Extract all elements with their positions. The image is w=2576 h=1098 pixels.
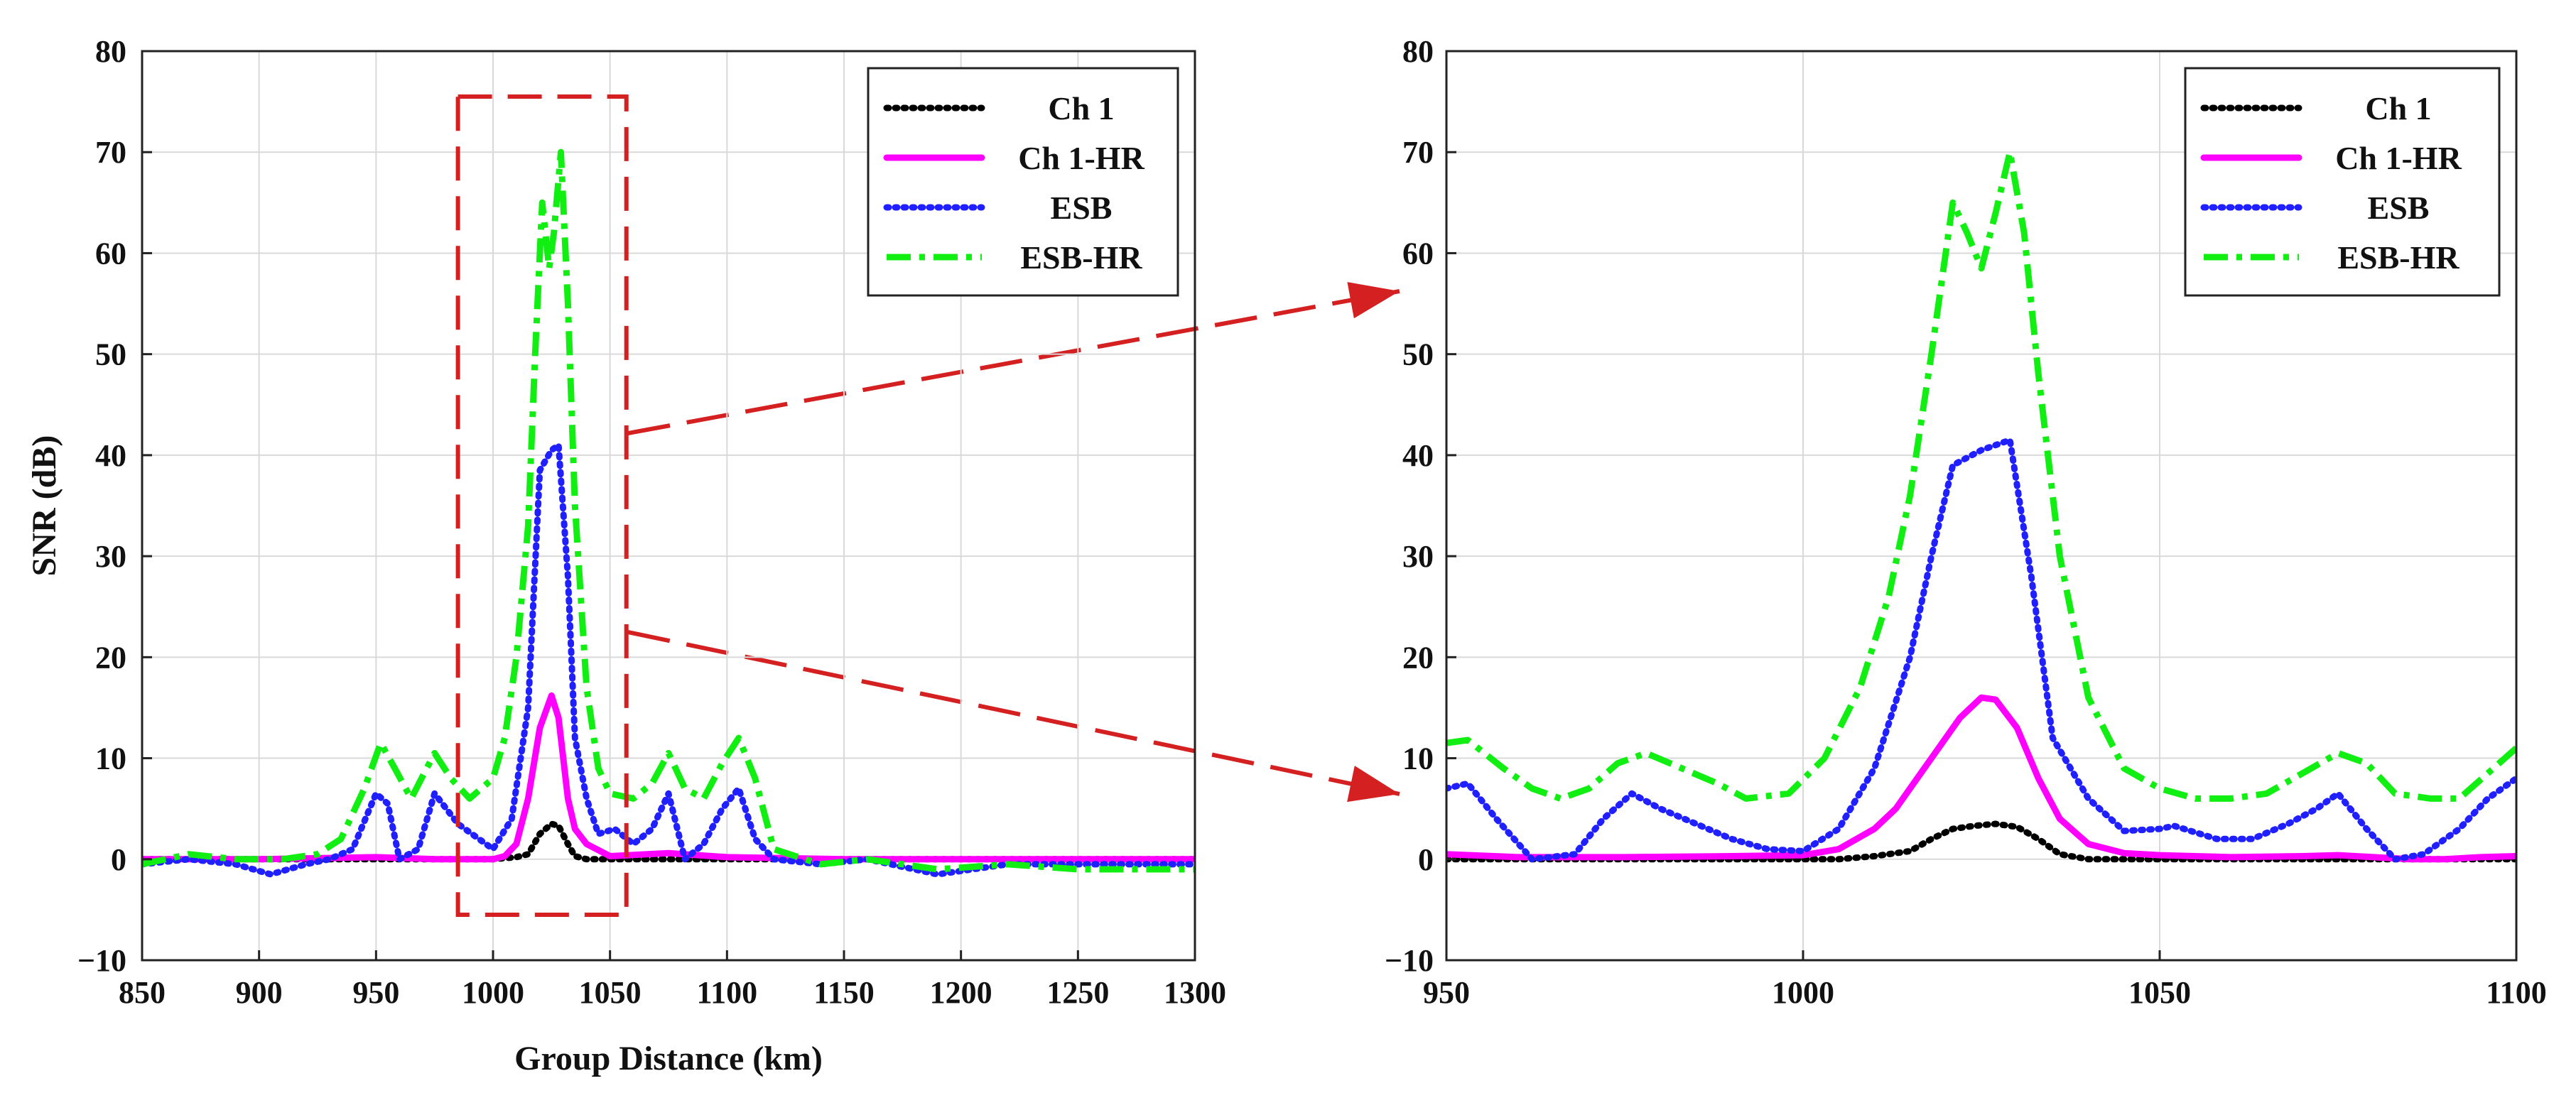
series-line-esb-hr [142,148,1195,873]
legend-label: Ch 1-HR [2335,140,2462,176]
x-tick-label: 900 [236,975,283,1010]
y-tick-label: 0 [111,842,126,877]
legend-label: Ch 1 [2365,90,2431,126]
x-tick-label: 1300 [1164,975,1226,1010]
legend-label: ESB-HR [1020,239,1142,276]
x-tick-label: 1050 [579,975,642,1010]
zoom-arrow-line [627,289,1400,435]
x-tick-label: 950 [1423,975,1470,1010]
plot-frame [1445,50,2518,962]
y-tick-label: 50 [95,337,126,372]
series-line-esb [142,442,1195,878]
y-tick-label: 20 [95,640,126,675]
x-tick-label: 1150 [813,975,875,1010]
legend-label: Ch 1 [1048,90,1114,126]
legend: Ch 1 Ch 1-HR ESB ESB-HR [867,67,1179,297]
left-panel: 850 900 950 1000 1050 1100 1150 1200 1250 1300−10… [26,34,1226,1077]
legend-label: Ch 1-HR [1018,140,1144,176]
y-tick-label: 60 [95,236,126,271]
zoom-arrow-line [627,630,1400,796]
zoom-arrow-head [1347,282,1400,319]
series-line-ch-1-hr [1446,694,2516,863]
legend: Ch 1 Ch 1-HR ESB ESB-HR [2184,67,2501,297]
y-tick-label: −10 [1385,943,1434,978]
series-line-esb [1446,437,2516,863]
y-tick-label: 20 [1402,640,1434,675]
y-tick-label: 70 [95,135,126,170]
y-tick-label: 30 [1402,539,1434,574]
x-tick-label: 950 [352,975,399,1010]
y-tick-label: 70 [1402,135,1434,170]
x-axis-label: Group Distance (km) [514,1040,823,1077]
y-tick-label: 80 [95,34,126,69]
y-tick-label: 30 [95,539,126,574]
x-tick-label: 1200 [930,975,992,1010]
y-tick-label: 60 [1402,236,1434,271]
series-line-ch-1-hr [142,692,1195,863]
series-line-esb-hr [1446,148,2516,802]
y-tick-label: 50 [1402,337,1434,372]
x-tick-label: 1000 [462,975,524,1010]
x-tick-label: 1100 [2486,975,2547,1010]
y-tick-label: 0 [1418,842,1434,877]
x-tick-label: 1100 [697,975,758,1010]
y-tick-label: 80 [1402,34,1434,69]
plot-frame [141,50,1196,962]
zoom-arrows [627,282,1400,803]
y-axis-label: SNR (dB) [26,435,63,577]
y-tick-label: 40 [95,438,126,473]
x-tick-label: 1050 [2128,975,2191,1010]
series-group [1446,148,2516,863]
legend-label: ESB [2368,190,2430,226]
legend-label: ESB-HR [2337,239,2459,276]
x-tick-label: 850 [119,975,166,1010]
y-tick-label: 10 [1402,741,1434,776]
y-tick-label: −10 [77,943,126,978]
x-tick-label: 1250 [1046,975,1109,1010]
series-group [142,148,1195,878]
zoom-arrow-head [1347,766,1400,803]
x-tick-label: 1000 [1772,975,1834,1010]
zoom-box [455,94,629,917]
legend-label: ESB [1051,190,1113,226]
y-tick-label: 10 [95,741,126,776]
y-tick-label: 40 [1402,438,1434,473]
